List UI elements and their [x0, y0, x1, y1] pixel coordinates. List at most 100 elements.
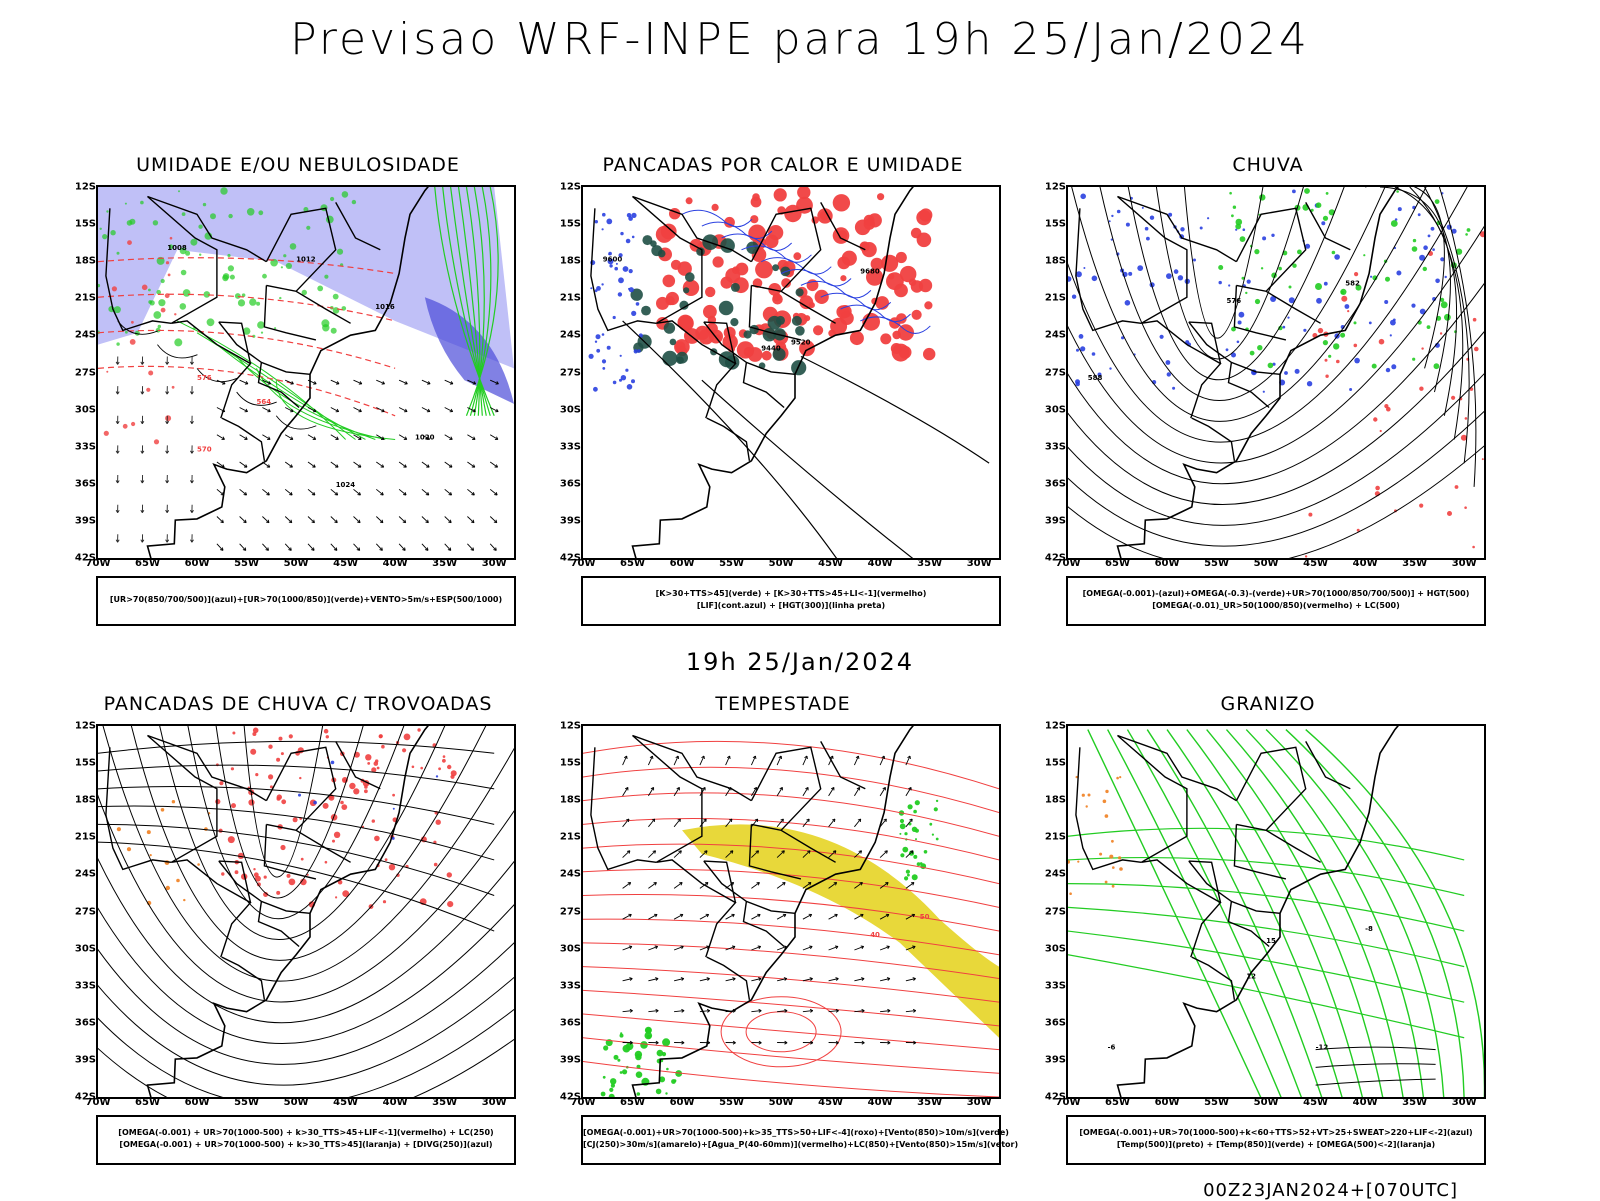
longitude-tick-label: 40W — [383, 1097, 408, 1108]
page-title: Previsao WRF-INPE para 19h 25/Jan/2024 — [0, 14, 1600, 65]
latitude-tick-label: 39S — [1045, 515, 1066, 526]
longitude-tick-label: 50W — [769, 1097, 794, 1108]
panel-title: GRANIZO — [1048, 693, 1488, 715]
longitude-tick-label: 35W — [432, 1097, 457, 1108]
latitude-tick-label: 39S — [1045, 1054, 1066, 1065]
political-border — [751, 747, 820, 830]
longitude-tick-label: 30W — [1452, 1097, 1477, 1108]
latitude-tick-label: 30S — [75, 943, 96, 954]
longitude-tick-label: 30W — [482, 1097, 507, 1108]
panel-title: UMIDADE E/OU NEBULOSIDADE — [78, 154, 518, 176]
panel-legend: [OMEGA(-0.001) + UR>70(1000-500) + k>30_… — [96, 1115, 516, 1165]
contour-label: 588 — [1088, 374, 1103, 382]
latitude-tick-label: 39S — [560, 1054, 581, 1065]
longitude-tick-label: 55W — [1204, 558, 1229, 569]
contour-label: 40 — [870, 931, 880, 939]
longitude-tick-label: 60W — [185, 1097, 210, 1108]
latitude-tick-label: 24S — [560, 869, 581, 880]
political-border — [336, 741, 381, 788]
latitude-tick-label: 21S — [1045, 293, 1066, 304]
latitude-tick-label: 30S — [560, 404, 581, 415]
latitude-tick-label: 27S — [75, 906, 96, 917]
political-border — [222, 418, 265, 461]
legend-line: [CJ(250)>30m/s](amarelo)+[Agua_P(40-60mm… — [583, 1139, 999, 1151]
longitude-tick-label: 30W — [482, 558, 507, 569]
latitude-tick-label: 33S — [75, 980, 96, 991]
latitude-tick-label: 12S — [75, 721, 96, 732]
longitude-tick-label: 40W — [868, 558, 893, 569]
latitude-tick-label: 21S — [75, 293, 96, 304]
panel-legend: [UR>70(850/700/500)](azul)+[UR>70(1000/8… — [96, 576, 516, 626]
longitude-tick-label: 35W — [1402, 1097, 1427, 1108]
longitude-tick-label: 70W — [1056, 1097, 1081, 1108]
political-border — [1236, 208, 1305, 291]
latitude-tick-label: 12S — [75, 182, 96, 193]
political-border — [707, 418, 750, 461]
latitude-tick-label: 15S — [560, 758, 581, 769]
panel-legend: [OMEGA(-0.001)+UR>70(1000-500)+k<60+TTS>… — [1066, 1115, 1486, 1165]
longitude-tick-label: 40W — [868, 1097, 893, 1108]
political-border — [633, 736, 752, 801]
latitude-tick-label: 36S — [75, 1017, 96, 1028]
contour-label: -12 — [1316, 1044, 1329, 1052]
longitude-tick-label: 30W — [967, 1097, 992, 1108]
latitude-tick-label: 15S — [560, 219, 581, 230]
longitude-tick-label: 60W — [1155, 558, 1180, 569]
latitude-tick-label: 39S — [75, 515, 96, 526]
run-id-label: 00Z23JAN2024+[070UTC] — [1203, 1180, 1458, 1201]
latitude-tick-label: 18S — [560, 795, 581, 806]
contour-label: 9680 — [860, 268, 880, 276]
latitude-tick-label: 15S — [1045, 219, 1066, 230]
latitude-tick-label: 24S — [1045, 869, 1066, 880]
latitude-tick-label: 15S — [1045, 758, 1066, 769]
latitude-tick-label: 24S — [75, 330, 96, 341]
legend-line: [OMEGA(-0.001)+UR>70(1000-500)+k<60+TTS>… — [1068, 1127, 1484, 1139]
latitude-tick-label: 36S — [1045, 478, 1066, 489]
longitude-tick-label: 40W — [1353, 558, 1378, 569]
longitude-tick-label: 70W — [86, 1097, 111, 1108]
political-border — [1118, 197, 1237, 262]
legend-line: [Temp(500)](preto) + [Temp(850)](verde) … — [1068, 1139, 1484, 1151]
longitude-tick-label: 40W — [383, 558, 408, 569]
latitude-tick-label: 18S — [75, 795, 96, 806]
longitude-tick-label: 70W — [86, 558, 111, 569]
latitude-tick-label: 27S — [75, 367, 96, 378]
political-border — [1076, 747, 1141, 869]
political-border — [1266, 291, 1321, 323]
contour-label: 1008 — [167, 244, 187, 252]
longitude-tick-label: 70W — [1056, 558, 1081, 569]
political-border — [222, 957, 265, 1000]
panel-title: CHUVA — [1048, 154, 1488, 176]
forecast-time-label: 19h 25/Jan/2024 — [0, 648, 1600, 676]
panel-title: TEMPESTADE — [563, 693, 1003, 715]
contour-label: 1016 — [375, 303, 395, 311]
latitude-tick-label: 12S — [1045, 721, 1066, 732]
longitude-tick-label: 35W — [917, 1097, 942, 1108]
longitude-tick-label: 45W — [1303, 1097, 1328, 1108]
latitude-tick-label: 24S — [75, 869, 96, 880]
latitude-tick-label: 36S — [75, 478, 96, 489]
longitude-tick-label: 50W — [284, 558, 309, 569]
latitude-tick-label: 36S — [560, 1017, 581, 1028]
contour-label: -6 — [1108, 1044, 1116, 1052]
legend-line: [OMEGA(-0.001) + UR>70(1000-500) + k>30_… — [98, 1139, 514, 1151]
latitude-tick-label: 18S — [1045, 256, 1066, 267]
longitude-tick-label: 35W — [1402, 558, 1427, 569]
longitude-tick-label: 45W — [333, 558, 358, 569]
latitude-tick-label: 33S — [560, 441, 581, 452]
latitude-tick-label: 30S — [75, 404, 96, 415]
longitude-tick-label: 45W — [818, 1097, 843, 1108]
political-border — [1076, 208, 1141, 330]
contour-label: 564 — [257, 398, 272, 406]
panel-legend: [OMEGA(-0.001)+UR>70(1000-500)+k>35_TTS>… — [581, 1115, 1001, 1165]
longitude-tick-label: 65W — [620, 558, 645, 569]
political-border — [264, 285, 316, 340]
longitude-tick-label: 60W — [670, 558, 695, 569]
